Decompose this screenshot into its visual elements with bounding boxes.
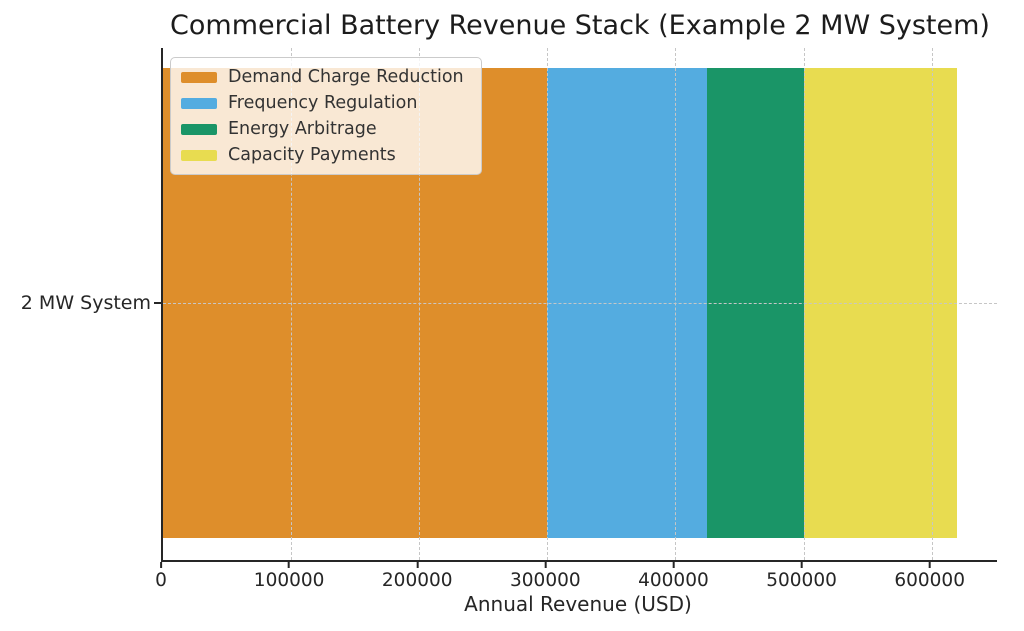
x-tick-label-300000: 300000: [510, 570, 581, 591]
x-tick-mark-500000: [800, 562, 803, 568]
x-axis-label: Annual Revenue (USD): [464, 592, 692, 616]
x-tick-100000: 100000: [253, 562, 325, 591]
bar-segment-capacity-payments: [803, 68, 958, 538]
legend-item-capacity-payments: Capacity Payments: [181, 142, 464, 168]
chart-title: Commercial Battery Revenue Stack (Exampl…: [170, 10, 990, 41]
legend-item-frequency-regulation: Frequency Regulation: [181, 90, 464, 116]
legend-item-demand-charge-reduction: Demand Charge Reduction: [181, 64, 464, 90]
x-tick-500000: 500000: [766, 562, 837, 591]
y-tick-mark: [154, 302, 161, 305]
x-tick-0: 0: [155, 562, 167, 591]
x-tick-mark-0: [160, 562, 162, 568]
x-tick-label-400000: 400000: [638, 570, 709, 591]
x-tick-label-200000: 200000: [381, 570, 453, 591]
gridline-x-400000: [675, 48, 677, 560]
x-tick-label-100000: 100000: [253, 570, 325, 591]
x-tick-600000: 600000: [894, 562, 965, 591]
legend-item-energy-arbitrage: Energy Arbitrage: [181, 116, 464, 142]
x-tick-mark-200000: [416, 562, 419, 568]
bar-segment-energy-arbitrage: [707, 68, 804, 538]
x-tick-300000: 300000: [510, 562, 581, 591]
x-tick-mark-100000: [288, 562, 291, 568]
legend-label-capacity-payments: Capacity Payments: [228, 145, 396, 165]
legend-label-energy-arbitrage: Energy Arbitrage: [228, 119, 377, 139]
x-tick-mark-300000: [544, 562, 547, 568]
plot-area: 2 MW System Demand Charge Reduction Frequ…: [21, 48, 997, 562]
gridline-x-100000: [291, 48, 293, 560]
x-tick-label-0: 0: [155, 570, 167, 591]
gridline-x-200000: [419, 48, 421, 560]
legend-label-demand-charge-reduction: Demand Charge Reduction: [228, 67, 464, 87]
x-tick-mark-600000: [928, 562, 931, 568]
gridline-x-300000: [547, 48, 549, 560]
bar-segment-frequency-regulation: [547, 68, 708, 538]
gridline-y-category: [163, 303, 997, 305]
legend: Demand Charge Reduction Frequency Regulat…: [170, 57, 482, 175]
x-tick-label-600000: 600000: [894, 570, 965, 591]
gridline-x-500000: [803, 48, 805, 560]
legend-swatch-frequency-regulation: [181, 97, 217, 109]
x-tick-mark-400000: [672, 562, 675, 568]
x-tick-200000: 200000: [382, 562, 453, 591]
legend-swatch-demand-charge-reduction: [181, 71, 217, 83]
legend-swatch-capacity-payments: [181, 149, 217, 161]
legend-swatch-energy-arbitrage: [181, 123, 217, 135]
gridline-x-600000: [931, 48, 933, 560]
x-tick-label-500000: 500000: [766, 570, 837, 591]
x-axis: 0 100000 200000 300000 400000 500000 600000: [155, 562, 995, 598]
y-tick-label: 2 MW System: [20, 292, 151, 315]
legend-label-frequency-regulation: Frequency Regulation: [228, 93, 418, 113]
x-tick-400000: 400000: [638, 562, 709, 591]
